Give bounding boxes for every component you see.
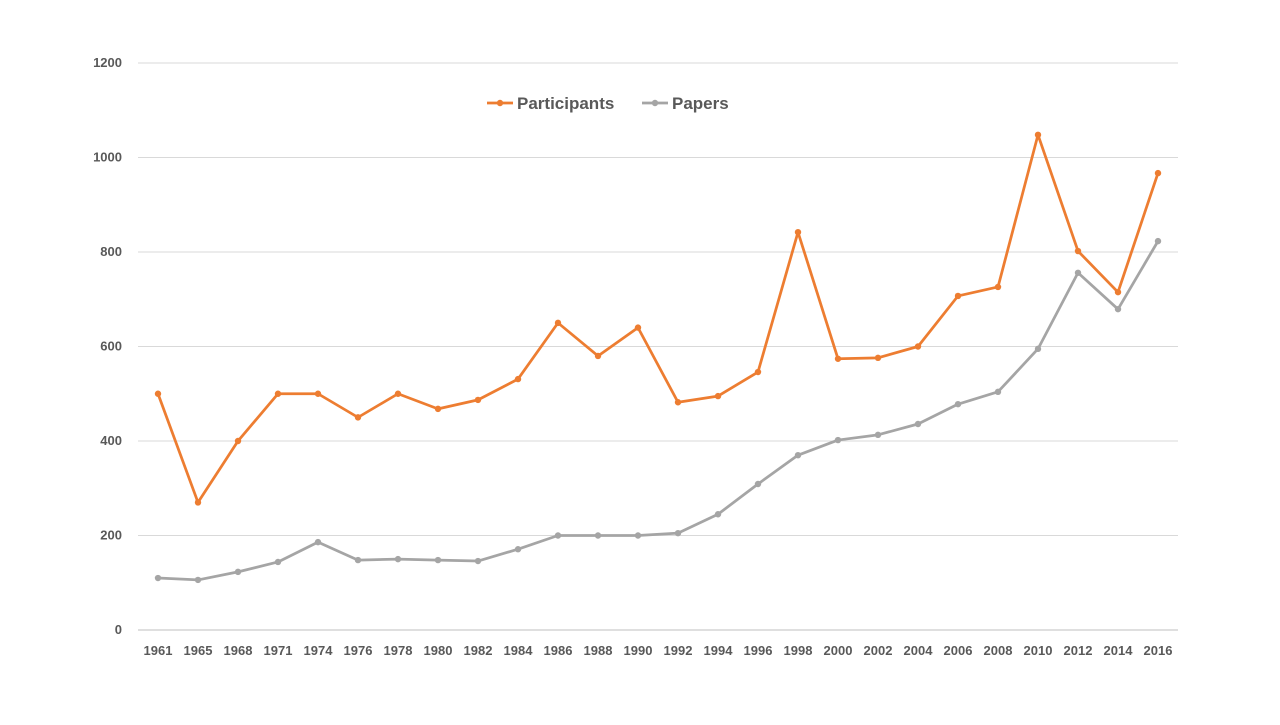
participants-point [394, 390, 402, 397]
gridlines [138, 62, 1178, 631]
papers-legend-label: Papers [672, 94, 729, 113]
participants-legend-marker [496, 99, 504, 107]
x-tick-label: 2010 [1024, 643, 1053, 658]
y-tick-label: 200 [100, 528, 122, 543]
participants-point [794, 228, 802, 236]
x-tick-label: 1982 [464, 643, 493, 658]
papers-point [154, 574, 162, 582]
x-tick-label: 1980 [424, 643, 453, 658]
x-tick-label: 1986 [544, 643, 573, 658]
papers-point [674, 529, 682, 537]
y-tick-label: 800 [100, 244, 122, 259]
x-tick-label: 2014 [1104, 643, 1134, 658]
papers-point [914, 420, 922, 428]
participants-line [156, 133, 1160, 504]
x-tick-label: 1971 [264, 643, 293, 658]
participants-point [474, 396, 482, 404]
papers-point [354, 556, 362, 564]
x-tick-label: 1988 [584, 643, 613, 658]
x-tick-label: 1976 [344, 643, 373, 658]
papers-point [834, 436, 842, 444]
participants-point [754, 368, 762, 376]
papers-point [594, 532, 602, 539]
participants-point [994, 283, 1002, 291]
x-tick-label: 2002 [864, 643, 893, 658]
x-tick-label: 1994 [704, 643, 734, 658]
x-tick-label: 2008 [984, 643, 1013, 658]
series-lines [154, 131, 1162, 584]
participants-legend-label: Participants [517, 94, 614, 113]
x-tick-label: 1992 [664, 643, 693, 658]
papers-point [434, 556, 442, 564]
papers-point [1154, 237, 1162, 245]
papers-point [1034, 345, 1042, 353]
participants-point [354, 414, 362, 421]
x-tick-label: 1965 [184, 643, 213, 658]
y-tick-label: 400 [100, 433, 122, 448]
y-axis-ticks: 0 200 400 600 800 1000 1200 [93, 55, 122, 637]
x-tick-label: 2004 [904, 643, 934, 658]
papers-point [954, 400, 962, 408]
x-tick-label: 2000 [824, 643, 853, 658]
papers-point [754, 480, 762, 488]
participants-point [954, 292, 962, 300]
participants-point [914, 343, 922, 350]
y-tick-label: 1200 [93, 55, 122, 70]
participants-point [714, 392, 722, 400]
x-tick-label: 1961 [144, 643, 173, 658]
papers-point [314, 538, 322, 546]
participants-point [1074, 247, 1082, 255]
papers-point [994, 388, 1002, 396]
y-tick-label: 1000 [93, 150, 122, 165]
participants-point [514, 375, 522, 383]
participants-point [1034, 131, 1042, 139]
papers-point [274, 558, 282, 566]
papers-line [157, 240, 1160, 582]
participants-point [274, 390, 282, 397]
participants-point [154, 390, 162, 397]
papers-point [714, 511, 722, 518]
papers-point [394, 555, 402, 563]
papers-point [634, 532, 642, 539]
papers-point [194, 576, 202, 584]
participants-point [434, 405, 442, 413]
x-tick-label: 2012 [1064, 643, 1093, 658]
y-tick-label: 0 [115, 622, 122, 637]
papers-point [554, 532, 562, 539]
x-tick-label: 1974 [304, 643, 334, 658]
x-tick-label: 1984 [504, 643, 534, 658]
papers-point [514, 546, 522, 553]
x-tick-label: 1990 [624, 643, 653, 658]
x-tick-label: 1998 [784, 643, 813, 658]
x-axis-ticks: 1961 1965 1968 1971 1974 1976 1978 1980 1982 1984… [144, 643, 1173, 658]
participants-point [874, 354, 882, 362]
papers-point [1114, 305, 1122, 313]
x-tick-label: 2016 [1144, 643, 1173, 658]
papers-legend-marker [651, 99, 659, 107]
participants-point [674, 399, 682, 406]
papers-point [474, 557, 482, 565]
papers-point [874, 431, 882, 439]
participants-point [1154, 169, 1162, 177]
y-tick-label: 600 [100, 339, 122, 354]
x-tick-label: 1968 [224, 643, 253, 658]
x-tick-label: 1978 [384, 643, 413, 658]
x-tick-label: 1996 [744, 643, 773, 658]
participants-point [634, 324, 642, 331]
papers-point [1074, 269, 1082, 276]
papers-point [794, 451, 802, 459]
participants-point [194, 499, 202, 506]
participants-point [234, 437, 242, 445]
participants-point [314, 390, 322, 397]
papers-point [234, 568, 242, 576]
participants-point [554, 319, 562, 327]
participants-point [834, 355, 842, 362]
legend: Participants Papers [487, 94, 729, 113]
x-tick-label: 2006 [944, 643, 973, 658]
participants-point [1114, 288, 1122, 296]
participants-point [594, 352, 602, 360]
